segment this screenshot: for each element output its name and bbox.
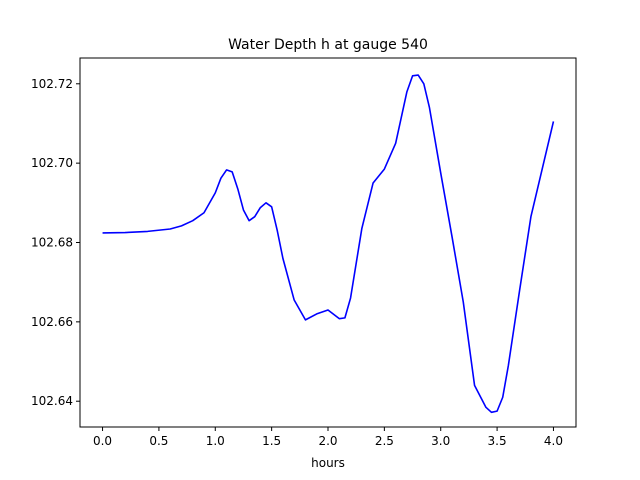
y-tick-label: 102.70: [31, 156, 73, 170]
x-tick-label: 3.0: [431, 434, 450, 448]
x-axis-label: hours: [311, 456, 345, 470]
x-tick-label: 1.5: [262, 434, 281, 448]
chart-title: Water Depth h at gauge 540: [228, 37, 428, 53]
x-tick-label: 1.0: [206, 434, 225, 448]
y-tick-label: 102.68: [31, 236, 73, 250]
x-tick-label: 3.5: [488, 434, 507, 448]
x-tick-label: 0.0: [93, 434, 112, 448]
series-line-0: [102, 74, 555, 414]
x-tick-label: 0.5: [149, 434, 168, 448]
x-tick-label: 2.5: [375, 434, 394, 448]
y-tick-label: 102.72: [31, 77, 73, 91]
y-tick-label: 102.66: [31, 315, 73, 329]
y-tick-label: 102.64: [31, 394, 73, 408]
x-tick-label: 2.0: [318, 434, 337, 448]
x-tick-label: 4.0: [544, 434, 563, 448]
plot-area: [102, 74, 555, 414]
